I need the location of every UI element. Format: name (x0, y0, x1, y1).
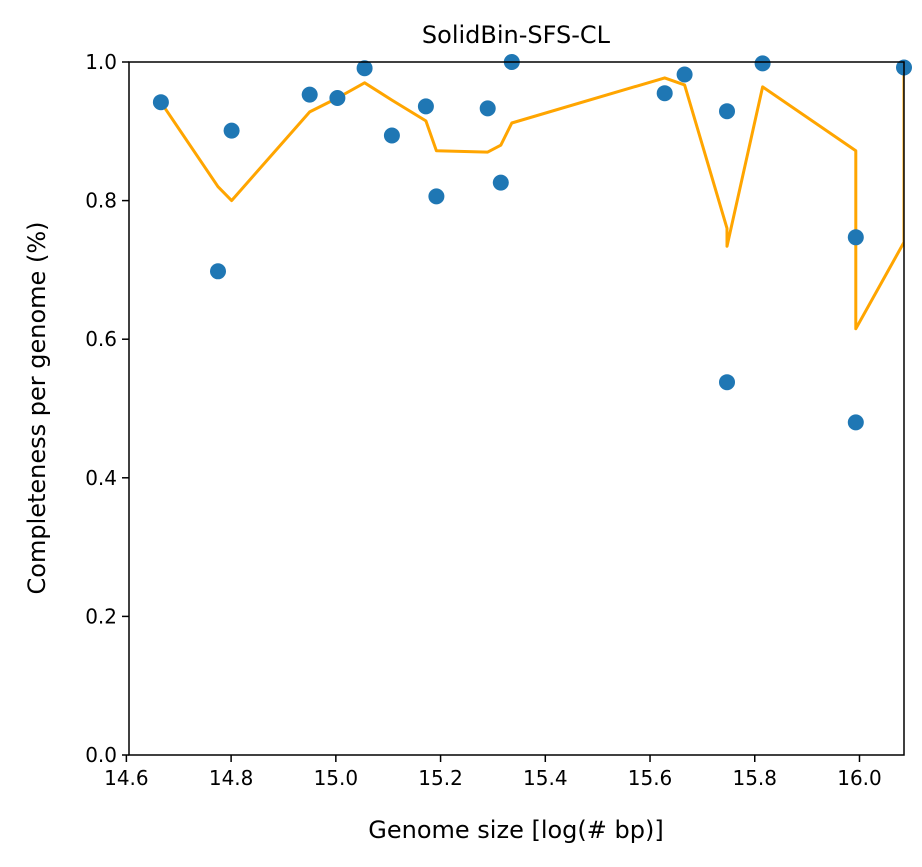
data-point (479, 100, 496, 117)
x-axis-label: Genome size [log(# bp)] (368, 816, 663, 844)
data-point (301, 86, 318, 103)
y-axis: 0.0 0.2 0.4 0.6 0.8 1.0 (85, 50, 129, 767)
data-point (417, 98, 434, 115)
y-tick-label: 0.6 (85, 327, 117, 351)
y-tick-label: 0.4 (85, 466, 117, 490)
x-tick-label: 15.2 (418, 766, 463, 790)
x-axis: 14.6 14.8 15.0 15.2 15.4 15.6 15.8 16.0 (104, 755, 882, 790)
x-tick-label: 16.0 (837, 766, 882, 790)
data-point (719, 103, 735, 120)
y-axis-label: Completeness per genome (%) (23, 222, 51, 595)
x-tick-label: 15.8 (732, 766, 777, 790)
y-tick-label: 0.2 (85, 604, 117, 628)
data-point (383, 127, 400, 144)
data-point (428, 188, 445, 205)
data-point (719, 374, 735, 391)
data-point (152, 94, 169, 111)
x-tick-label: 15.4 (523, 766, 568, 790)
data-point (356, 60, 373, 77)
trend-line (159, 62, 904, 331)
data-point (847, 229, 864, 246)
data-point (754, 55, 771, 72)
x-tick-label: 14.6 (104, 766, 149, 790)
data-point (329, 90, 346, 106)
data-point (676, 66, 693, 83)
x-tick-label: 14.8 (209, 766, 254, 790)
data-point (492, 174, 509, 191)
x-tick-label: 15.0 (314, 766, 359, 790)
y-tick-label: 1.0 (85, 50, 117, 74)
data-point (847, 414, 864, 431)
data-point (223, 122, 240, 139)
data-point (656, 85, 673, 102)
y-tick-label: 0.8 (85, 189, 117, 213)
y-tick-label: 0.0 (85, 743, 117, 767)
plot-frame (128, 61, 905, 756)
chart-title: SolidBin-SFS-CL (422, 21, 611, 49)
x-tick-label: 15.6 (628, 766, 673, 790)
data-point (210, 263, 226, 280)
